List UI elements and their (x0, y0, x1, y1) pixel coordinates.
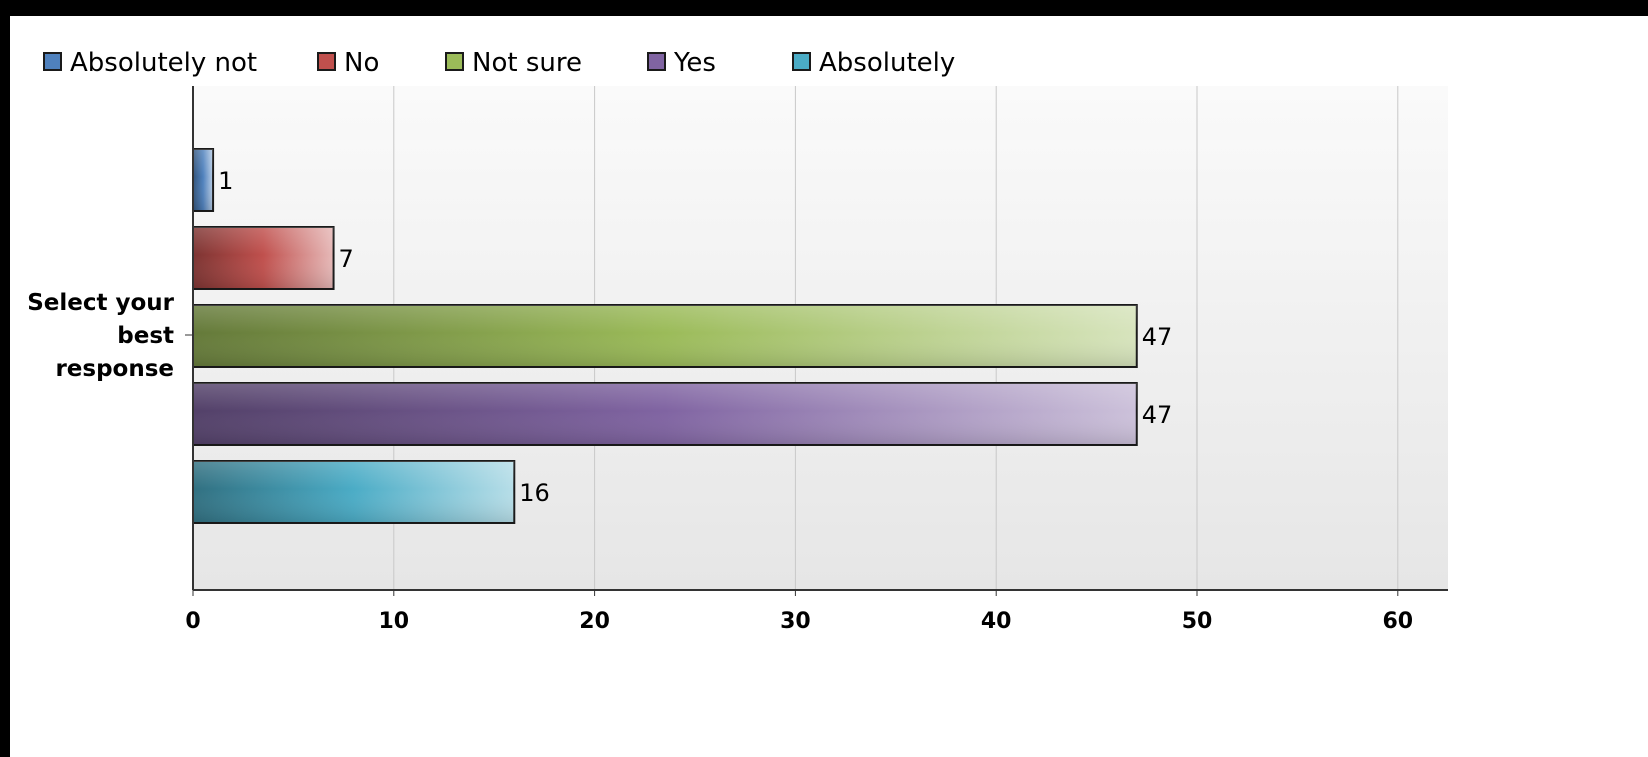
x-tick-label: 30 (780, 609, 811, 634)
bar-sheen (193, 149, 214, 211)
data-label: 1 (218, 167, 233, 195)
data-label: 7 (339, 245, 354, 273)
x-tick-label: 60 (1382, 609, 1413, 634)
category-label-line: Select your (27, 290, 174, 316)
data-label: 47 (1142, 401, 1173, 429)
x-tick-label: 50 (1182, 609, 1213, 634)
category-label-line: response (55, 356, 174, 382)
category-label-line: best (117, 323, 174, 349)
x-tick-label: 10 (378, 609, 409, 634)
legend-label: No (344, 48, 379, 78)
x-tick-label: 40 (981, 609, 1012, 634)
legend-swatch-not-sure (445, 52, 464, 71)
data-label: 16 (519, 479, 550, 507)
bar-sheen (193, 305, 1137, 367)
legend-swatch-absolutely-not (43, 52, 62, 71)
legend-label: Absolutely (819, 48, 955, 78)
legend-swatch-absolutely (792, 52, 811, 71)
legend-label: Not sure (472, 48, 582, 78)
legend: Absolutely not No Not sure Yes Absolutely (43, 48, 955, 78)
x-tick-label: 0 (185, 609, 200, 634)
x-tick-label: 20 (579, 609, 610, 634)
bars (192, 148, 1138, 524)
legend-label: Yes (673, 48, 716, 78)
bar-sheen (193, 461, 515, 523)
axes: 0 10 20 30 40 50 60 Select your best response (27, 86, 1448, 634)
legend-label: Absolutely not (70, 48, 257, 78)
bar-sheen (193, 383, 1137, 445)
legend-swatch-yes (647, 52, 666, 71)
data-labels: 1 7 47 47 16 (218, 167, 1172, 507)
bar-sheen (193, 227, 334, 289)
data-label: 47 (1142, 323, 1173, 351)
legend-swatch-no (317, 52, 336, 71)
